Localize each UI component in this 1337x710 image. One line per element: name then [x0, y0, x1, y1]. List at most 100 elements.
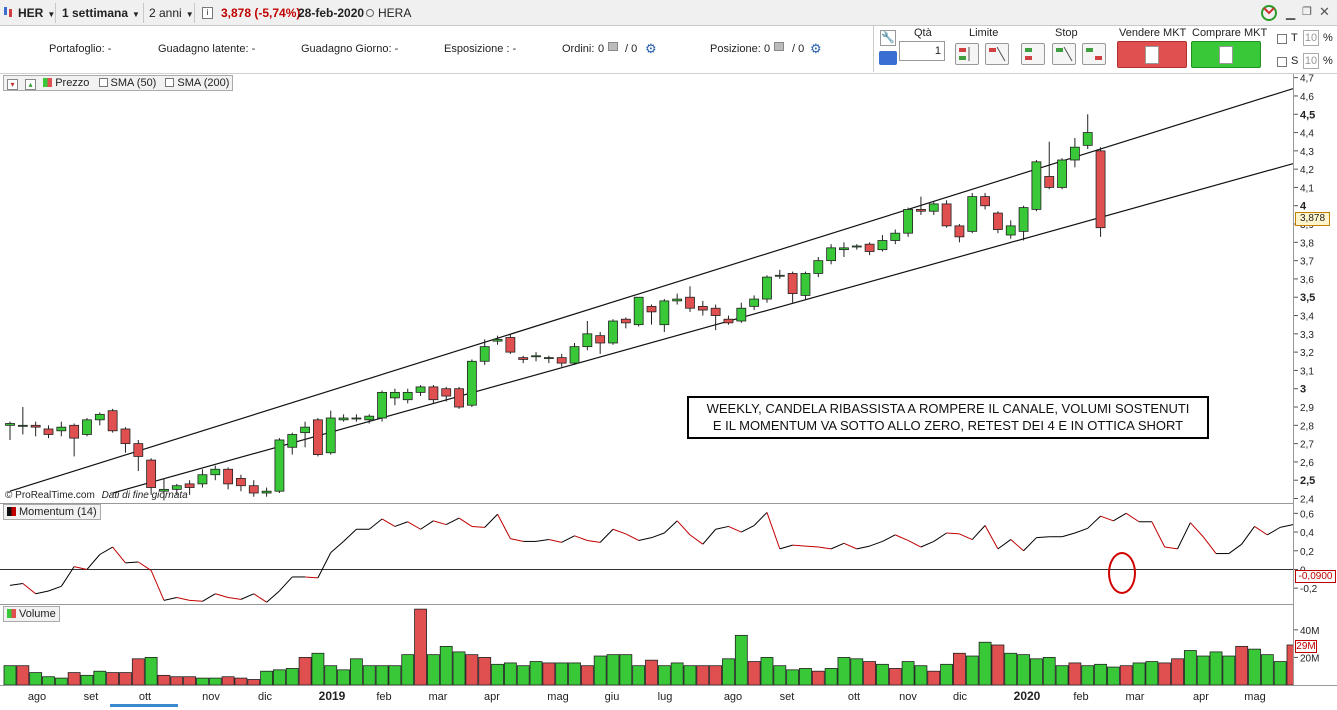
volume-bar — [927, 670, 941, 685]
volume-bar — [1042, 657, 1056, 685]
momentum-segment — [715, 525, 729, 530]
range-selector[interactable]: 2 anni ▼ — [145, 3, 195, 23]
momentum-axis[interactable]: 0,60,40,20-0,2 -0,0900 — [1293, 504, 1337, 605]
price-tick-label: 2,4 — [1300, 495, 1314, 504]
sma200-checkbox[interactable] — [165, 78, 175, 87]
vendere-mkt-button[interactable] — [1117, 41, 1187, 68]
limite-sell-button[interactable] — [985, 43, 1009, 65]
wrench-icon[interactable]: 🔧 — [880, 30, 896, 46]
candle-body — [402, 391, 413, 401]
restore-icon[interactable]: ❐ — [1302, 6, 1312, 18]
candle-body — [466, 360, 477, 406]
time-axis[interactable]: ago set ott nov dic 2019 feb mar apr mag giu lug ago… — [0, 685, 1337, 707]
volume-bar — [978, 641, 992, 685]
stop-buy-button[interactable] — [1021, 43, 1045, 65]
expand-icon[interactable]: ▴ — [25, 79, 37, 90]
momentum-segment — [779, 544, 793, 550]
candle — [762, 275, 772, 303]
orders-settings-icon[interactable]: ⚙ — [645, 41, 657, 56]
close-icon[interactable]: ✕ — [1319, 4, 1330, 19]
minimize-icon[interactable]: ▁ — [1286, 6, 1296, 20]
volume-bar — [670, 662, 684, 685]
candle — [928, 202, 939, 215]
price-chart-panel[interactable]: ▾ ▴ Prezzo SMA (50) SMA (200) © ProRealT… — [0, 74, 1293, 504]
collapse-icon[interactable]: ▾ — [7, 79, 18, 90]
s-checkbox[interactable] — [1277, 57, 1287, 67]
t-value-input[interactable]: 10 — [1303, 30, 1319, 46]
candle-body — [56, 426, 67, 432]
price-axis[interactable]: 4,74,64,54,44,34,24,143,93,83,73,63,53,4… — [1293, 74, 1337, 506]
limite-buy-button[interactable] — [955, 43, 979, 65]
momentum-segment — [60, 566, 75, 587]
keyboard-icon[interactable] — [879, 51, 897, 65]
momentum-segment — [599, 528, 614, 543]
period-selector[interactable]: 1 settimana ▼ — [58, 3, 144, 23]
qta-input[interactable]: 1 — [899, 41, 945, 61]
legend-prezzo: Prezzo — [55, 77, 90, 89]
momentum-segment — [305, 576, 318, 579]
candle-body — [351, 417, 362, 420]
momentum-segment — [702, 528, 717, 545]
orders-list-icon[interactable] — [608, 42, 618, 51]
momentum-segment — [856, 545, 870, 550]
candle — [505, 333, 516, 354]
stop-limit-button[interactable] — [1082, 43, 1106, 65]
candle-body — [338, 417, 349, 421]
volume-bar — [388, 665, 402, 685]
sma50-checkbox[interactable] — [98, 78, 108, 87]
chevron-down-icon: ▼ — [132, 10, 140, 19]
momentum-tick-label: 0,6 — [1300, 509, 1314, 520]
momentum-segment — [1125, 512, 1140, 523]
momentum-segment — [651, 532, 665, 539]
candle-body — [826, 247, 837, 262]
price-tick-label: 4,6 — [1300, 92, 1314, 103]
candle-body — [1018, 207, 1029, 232]
volume-bar — [3, 665, 17, 685]
s-value-input[interactable]: 10 — [1303, 53, 1319, 69]
positions-settings-icon[interactable]: ⚙ — [810, 41, 822, 56]
volume-panel[interactable]: Volume — [0, 605, 1293, 685]
momentum-segment — [1061, 532, 1076, 538]
momentum-panel[interactable]: Momentum (14) — [0, 504, 1293, 605]
info-icon[interactable]: i — [202, 7, 213, 19]
volume-axis[interactable]: 40M 20M 29M — [1293, 605, 1337, 685]
candle — [479, 339, 490, 365]
candle-body — [1044, 176, 1055, 188]
analysis-note: WEEKLY, CANDELA RIBASSISTA A ROMPERE IL … — [687, 396, 1209, 439]
volume-bar — [876, 663, 889, 685]
symbol-selector[interactable]: HER ▼ — [14, 3, 56, 23]
comprare-mkt-button[interactable] — [1191, 41, 1261, 68]
range-label: 2 anni — [149, 6, 182, 20]
esposizione-label: Esposizione : - — [444, 43, 517, 55]
candle — [5, 421, 15, 440]
price-tick-label: 3,1 — [1300, 366, 1314, 377]
stop-sell-button[interactable] — [1052, 43, 1076, 65]
price-axis-labels: 4,74,64,54,44,34,24,143,93,83,73,63,53,4… — [1294, 74, 1315, 506]
positions-list-icon[interactable] — [774, 42, 784, 51]
candle-body — [1095, 150, 1106, 229]
candle — [608, 319, 618, 345]
momentum-segment — [433, 520, 447, 526]
price-tick-label: 3,3 — [1300, 330, 1314, 341]
volume-bar — [914, 665, 928, 685]
refresh-icon[interactable] — [1259, 3, 1279, 23]
candle-body — [17, 424, 28, 427]
volume-bar — [478, 657, 492, 685]
candle — [82, 418, 92, 437]
volume-bar — [375, 665, 389, 685]
volume-bar — [452, 651, 466, 685]
candle — [364, 414, 375, 424]
volume-bar — [1068, 662, 1082, 685]
credit: © ProRealTime.com — [5, 490, 95, 501]
momentum-segment — [907, 540, 922, 548]
candle-body — [210, 468, 221, 476]
t-checkbox[interactable] — [1277, 34, 1287, 44]
volume-bar — [863, 661, 877, 685]
volume-bar — [940, 663, 953, 685]
stop-label: Stop — [1055, 27, 1078, 39]
candle-body — [159, 488, 169, 492]
posizione-label: Posizione: — [710, 43, 761, 55]
candle — [1031, 160, 1042, 212]
candle-body — [146, 459, 157, 488]
candle-body — [659, 300, 670, 326]
